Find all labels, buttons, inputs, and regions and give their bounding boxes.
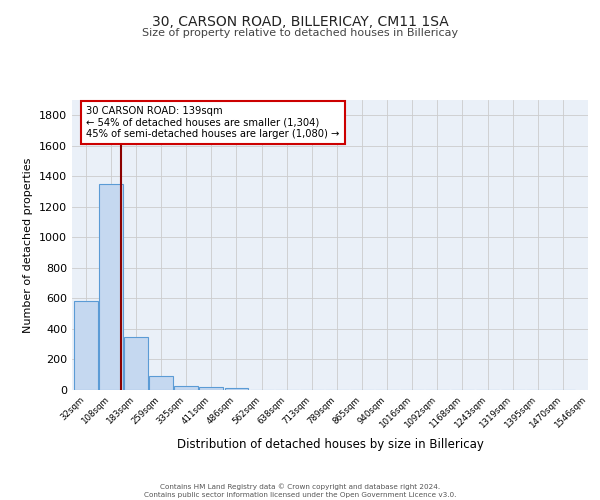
Bar	[74, 300, 98, 390]
Bar	[124, 336, 148, 390]
X-axis label: Distribution of detached houses by size in Billericay: Distribution of detached houses by size …	[176, 438, 484, 451]
Text: 30, CARSON ROAD, BILLERICAY, CM11 1SA: 30, CARSON ROAD, BILLERICAY, CM11 1SA	[152, 15, 448, 29]
Text: Contains HM Land Registry data © Crown copyright and database right 2024.
Contai: Contains HM Land Registry data © Crown c…	[144, 484, 456, 498]
Y-axis label: Number of detached properties: Number of detached properties	[23, 158, 34, 332]
Bar	[224, 388, 248, 390]
Bar	[175, 386, 198, 390]
Text: 30 CARSON ROAD: 139sqm
← 54% of detached houses are smaller (1,304)
45% of semi-: 30 CARSON ROAD: 139sqm ← 54% of detached…	[86, 106, 340, 140]
Bar	[99, 184, 123, 390]
Bar	[199, 388, 223, 390]
Bar	[149, 376, 173, 390]
Text: Size of property relative to detached houses in Billericay: Size of property relative to detached ho…	[142, 28, 458, 38]
